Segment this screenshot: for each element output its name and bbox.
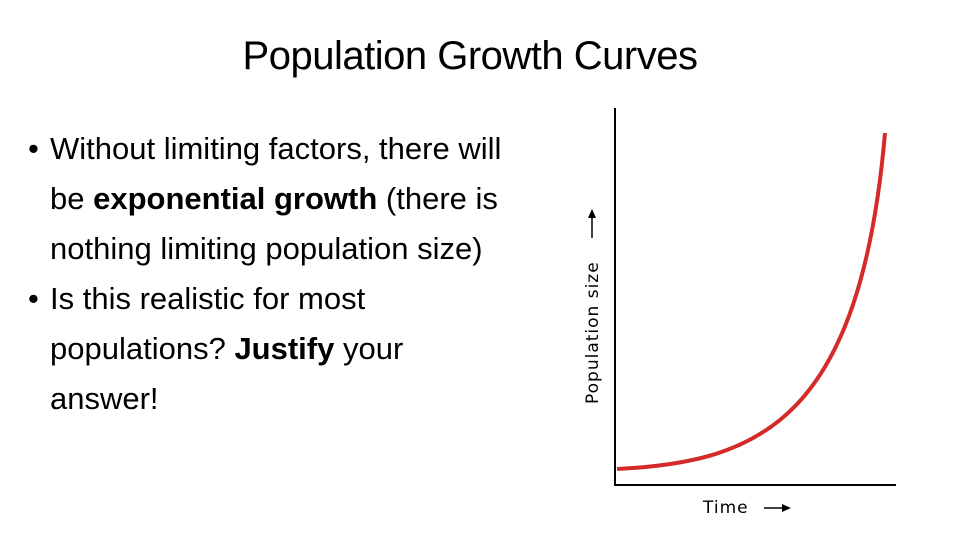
text: Without limiting factors, there will be [50, 131, 510, 216]
y-axis-label: Population size [583, 261, 603, 404]
x-axis-label: Time [702, 498, 749, 518]
bullet-list: Without limiting factors, there will be … [28, 124, 518, 424]
bold-text: exponential growth [93, 181, 378, 216]
bullet: Is this realistic for most populations? … [28, 274, 518, 424]
bold-text: Justify [234, 331, 335, 366]
slide-title: Population Growth Curves [242, 34, 698, 78]
text: Is this realistic for most populations? [50, 281, 374, 366]
text: your answer! [50, 331, 412, 416]
x-arrow [764, 504, 791, 512]
y-arrow [588, 209, 596, 238]
bullet: Without limiting factors, there will be … [28, 124, 518, 274]
text: (there is nothing limiting population si… [50, 181, 507, 266]
exponential-curve [616, 132, 887, 471]
